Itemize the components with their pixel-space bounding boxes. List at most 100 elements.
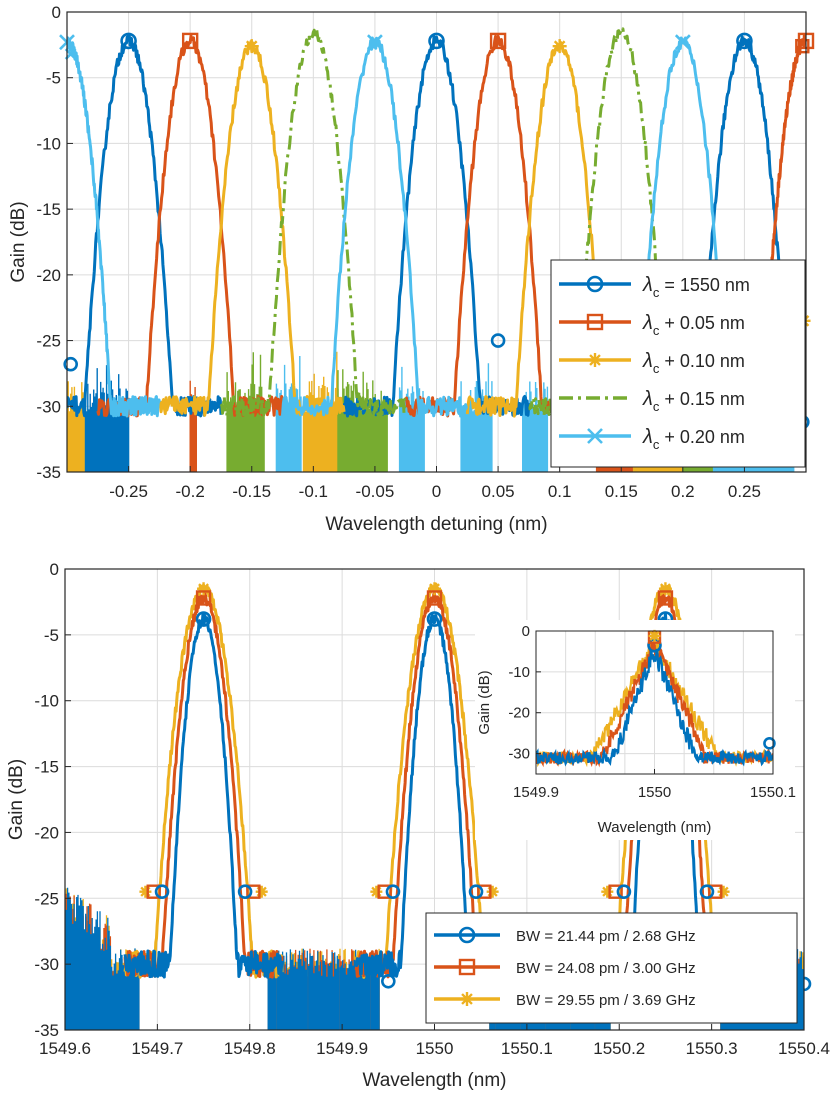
- series2-0-peak-marker-1: [426, 611, 443, 627]
- series-4-marker-2: [674, 34, 691, 51]
- inset-marker-2: [648, 629, 661, 642]
- chart-wavelength: 1549.6 1549.7 1549.8 1549.9 1550 1550.1 1550.2…: [6, 560, 830, 1091]
- legend-lambda-4: λ: [642, 426, 653, 448]
- series-4-peak-0: [67, 36, 161, 418]
- series2-1-side-marker-l-0: [146, 884, 161, 899]
- inset-ytick-label-1: -10: [508, 664, 530, 681]
- series2-1-peak-marker-1: [426, 590, 443, 606]
- series2-0-side-marker-r-2: [699, 884, 715, 900]
- series2-0-marker-floor-1: [381, 973, 396, 989]
- inset-ytick-label-0: 0: [522, 623, 530, 640]
- series-1-marker-edge: [795, 38, 810, 54]
- inset-xtick-label-1: 1550: [638, 784, 671, 801]
- series2-1-side-marker-r-1: [477, 884, 492, 899]
- ytick-label-6: -30: [36, 397, 61, 416]
- noise-segment-6: [302, 351, 339, 472]
- xtick-label-10: 0.25: [728, 482, 761, 501]
- series-2-marker-1: [552, 39, 567, 54]
- legend-2: BW = 21.44 pm / 2.68 GHz BW = 24.08 pm / …: [425, 912, 798, 1024]
- ytick-label-2: -10: [36, 134, 61, 153]
- series2-2-side-marker-l-1: [370, 885, 383, 898]
- series2-2-peak-marker-0: [197, 582, 211, 596]
- xtick2-label-6: 1550.2: [593, 1039, 645, 1058]
- legend-sub-4: c: [653, 437, 660, 452]
- noise2-band-1-s2: [267, 948, 380, 1030]
- xtick-label-4: -0.05: [356, 482, 395, 501]
- legend-lambda-0: λ: [642, 274, 653, 296]
- series2-1-side-marker-l-2: [608, 884, 623, 899]
- legend-marker-2: [588, 353, 602, 367]
- legend-lambda-1: λ: [642, 312, 653, 334]
- x-axis-label: Wavelength detuning (nm): [325, 514, 547, 535]
- legend2-marker-2: [460, 992, 474, 1006]
- series2-2-peak-marker-2: [658, 582, 672, 596]
- ytick-label-3: -15: [36, 200, 61, 219]
- legend-suffix-4: + 0.20 nm: [659, 427, 745, 447]
- xtick2-label-7: 1550.3: [686, 1039, 738, 1058]
- series-1-marker-1: [489, 32, 507, 50]
- series-4-marker-1: [366, 34, 383, 51]
- legend-text-3: λc + 0.15 nm: [642, 388, 745, 414]
- legend-text-1: λc + 0.05 nm: [642, 312, 745, 338]
- xtick2-label-8: 1550.4: [778, 1039, 830, 1058]
- inset: 1549.9 1550 1550.1 0 -10 -20 -30 Wavelength (nm…: [475, 620, 796, 840]
- legend-marker-0: [586, 275, 604, 293]
- legend-suffix-0: = 1550 nm: [659, 275, 750, 295]
- series-4-peak-1: [281, 36, 468, 418]
- series2-1-side-marker-r-2: [708, 884, 723, 899]
- legend-lambda-3: λ: [642, 388, 653, 410]
- xtick2-label-3: 1549.9: [316, 1039, 368, 1058]
- legend-text-4: λc + 0.20 nm: [642, 426, 745, 452]
- series-0-marker-2: [736, 32, 753, 50]
- series2-2-peak-marker-1: [428, 582, 441, 596]
- xtick-label-7: 0.1: [548, 482, 572, 501]
- legend-marker-1: [586, 313, 604, 331]
- series2-0-peak-marker-0: [195, 611, 212, 627]
- legend-text-2: λc + 0.10 nm: [642, 350, 745, 376]
- noise-segment-3: [189, 380, 197, 472]
- series-0-marker-mid: [490, 333, 506, 348]
- inset-xtick-label-2: 1550.1: [750, 784, 796, 801]
- series-1-marker-0: [181, 32, 199, 50]
- y-axis-label: Gain (dB): [8, 201, 29, 282]
- series2-0-side-marker-r-1: [468, 884, 484, 900]
- legend-marker-4: [587, 428, 603, 444]
- noise-segment-1: [84, 365, 111, 472]
- series2-0-side-marker-l-1: [385, 884, 401, 900]
- series2-1-side-marker-l-1: [377, 884, 392, 899]
- xtick-label-6: 0.05: [482, 482, 515, 501]
- legend-suffix-1: + 0.05 nm: [659, 313, 745, 333]
- series2-0-side-marker-l-0: [154, 884, 170, 900]
- inset-marker-edge: [763, 737, 776, 750]
- series2-2-side-marker-r-1: [486, 885, 499, 898]
- legend-sub-2: c: [653, 361, 660, 376]
- series-2-marker-0: [244, 39, 259, 54]
- series-0-marker-edge-left: [63, 356, 78, 372]
- series2-2-side-marker-l-0: [139, 885, 152, 898]
- y-axis-label-2: Gain (dB): [6, 759, 27, 840]
- legend-sub-3: c: [653, 399, 660, 414]
- xtick2-label-4: 1550: [416, 1039, 454, 1058]
- ytick-label-5: -25: [36, 332, 61, 351]
- ytick-label-4: -20: [36, 266, 61, 285]
- ytick-label-1: -5: [46, 69, 61, 88]
- noise2-band-0-s2: [65, 887, 140, 1030]
- series2-2-side-marker-l-2: [601, 885, 614, 898]
- chart-detuning: -0.25 -0.2 -0.15 -0.1 -0.05 0 0.05 0.1 0.15 0.2 0.…: [8, 3, 815, 535]
- legend2-marker-1: [458, 958, 476, 976]
- series2-1-side-marker-r-0: [246, 884, 261, 899]
- noise-segment-0: [67, 381, 87, 472]
- legend2-marker-0: [458, 926, 476, 944]
- xtick-label-0: -0.25: [109, 482, 148, 501]
- series2-1-peak-marker-0: [195, 590, 212, 606]
- noise-segment-9: [460, 363, 493, 472]
- legend-suffix-3: + 0.15 nm: [659, 389, 745, 409]
- xtick-label-2: -0.15: [232, 482, 271, 501]
- inset-xtick-label-0: 1549.9: [513, 784, 559, 801]
- legend2-text-2: BW = 29.55 pm / 3.69 GHz: [516, 992, 696, 1009]
- noise-segment-7: [337, 369, 388, 472]
- legend-sub-1: c: [653, 323, 660, 338]
- legend-sub-0: c: [653, 285, 660, 300]
- series2-1-peak-marker-2: [657, 590, 674, 606]
